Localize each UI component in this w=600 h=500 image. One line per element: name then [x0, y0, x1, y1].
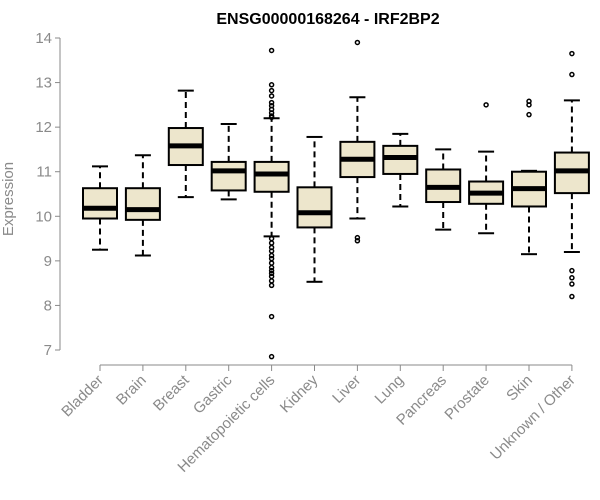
box-iqr: [124, 187, 161, 221]
outlier-point: [268, 282, 275, 289]
outlier-point: [569, 50, 575, 57]
outlier-point: [569, 293, 575, 300]
outlier-point: [268, 270, 275, 277]
box-iqr: [296, 186, 333, 229]
chart-title: ENSG00000168264 - IRF2BP2: [216, 11, 439, 28]
outlier-point: [268, 273, 275, 280]
box-4: [253, 47, 290, 360]
box-11: [553, 50, 590, 300]
outlier-point: [268, 260, 275, 266]
outlier-point: [569, 267, 575, 274]
box-6: [339, 39, 376, 244]
outlier-point: [268, 99, 275, 106]
x-tick-label: Breast: [150, 371, 193, 414]
box-iqr: [253, 160, 290, 193]
y-axis-label: Expression: [0, 162, 17, 236]
box-iqr: [82, 187, 118, 220]
outlier-point: [268, 255, 275, 262]
x-tick-label: Prostate: [441, 372, 493, 424]
x-tick-label: Lung: [372, 372, 408, 408]
box-10: [511, 98, 547, 256]
box-3: [210, 123, 247, 201]
box-9: [468, 102, 505, 235]
box-7: [382, 132, 419, 208]
outlier-point: [569, 71, 575, 78]
box-0: [82, 165, 118, 251]
x-tick-label: Brain: [113, 372, 150, 409]
y-tick-label: 7: [44, 342, 52, 359]
x-tick-label: Liver: [329, 372, 364, 407]
box-1: [124, 154, 161, 257]
outlier-point: [268, 313, 275, 320]
x-tick-label: Skin: [503, 372, 536, 405]
box-plots: [82, 39, 590, 360]
y-tick-label: 14: [35, 30, 52, 47]
outlier-point: [268, 353, 275, 360]
outlier-point: [569, 281, 575, 287]
y-tick-label: 11: [36, 164, 52, 181]
y-tick-label: 8: [44, 297, 52, 314]
x-tick-label: Kidney: [277, 371, 322, 416]
outlier-point: [483, 102, 489, 108]
outlier-point: [268, 248, 275, 254]
box-iqr: [210, 160, 247, 192]
outlier-point: [268, 278, 275, 284]
outlier-point: [268, 267, 275, 274]
y-axis: 7 8 9 10 11 12 13 14: [35, 30, 61, 359]
outlier-point: [268, 264, 275, 271]
outlier-point: [526, 102, 532, 108]
box-5: [296, 135, 333, 283]
outlier-point: [268, 114, 275, 121]
y-tick-label: 10: [35, 208, 52, 225]
outlier-point: [268, 252, 275, 259]
outlier-point: [268, 47, 275, 54]
box-2: [167, 89, 204, 199]
x-tick-label: Bladder: [58, 372, 107, 421]
outlier-point: [354, 234, 361, 241]
outlier-point: [268, 82, 275, 88]
y-tick-label: 12: [35, 119, 52, 136]
outlier-point: [268, 93, 275, 99]
outlier-point: [569, 275, 575, 281]
outlier-point: [268, 87, 275, 94]
outlier-point: [268, 235, 275, 242]
box-8: [425, 148, 462, 231]
y-tick-label: 9: [44, 253, 52, 270]
outlier-point: [526, 111, 532, 118]
outlier-point: [354, 39, 361, 46]
outlier-point: [268, 240, 275, 246]
y-tick-label: 13: [35, 75, 52, 92]
outlier-point: [354, 238, 361, 244]
